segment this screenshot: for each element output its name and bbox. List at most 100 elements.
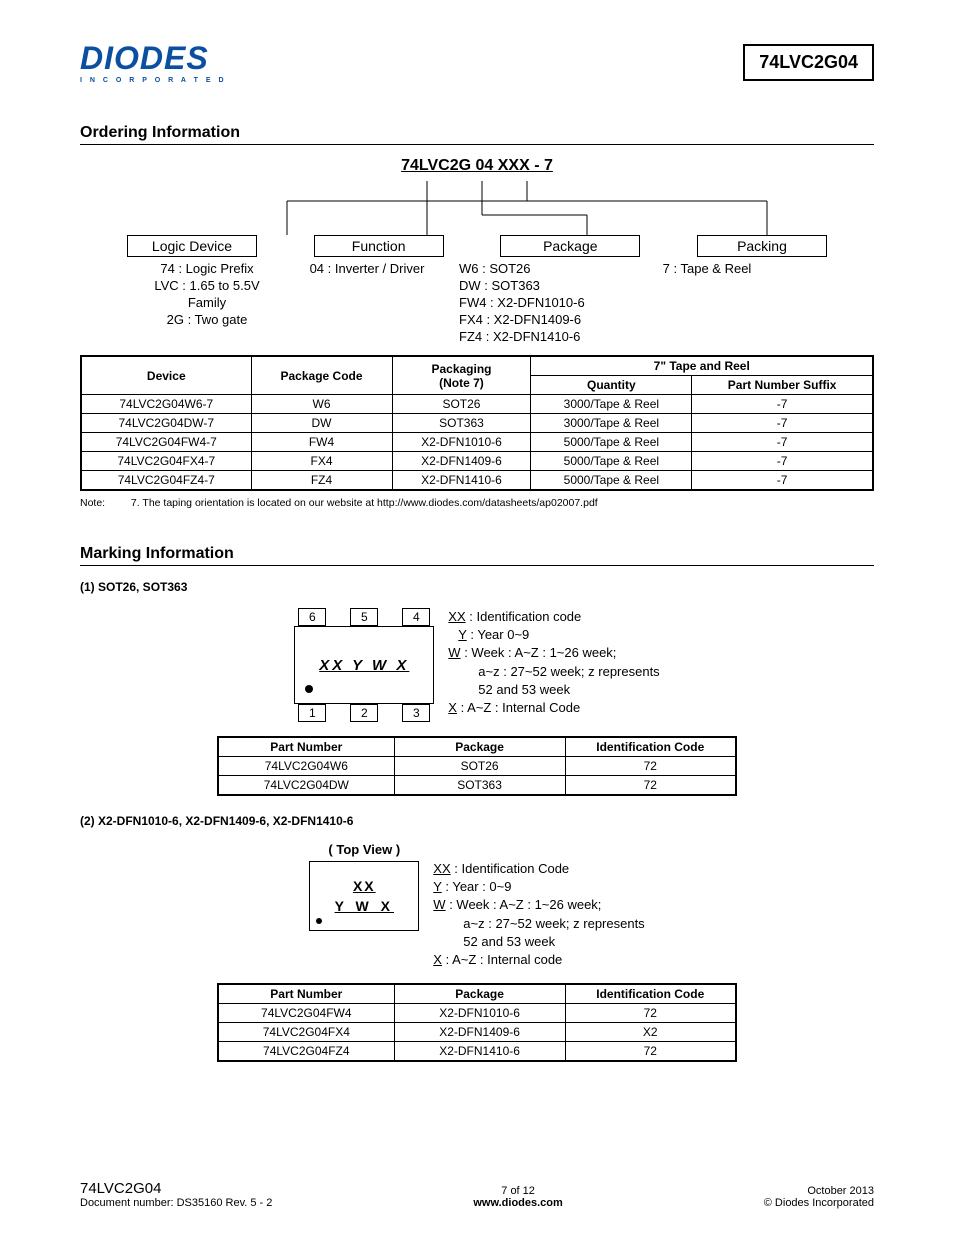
package-desc: W6 : SOT26 DW : SOT363 FW4 : X2-DFN1010-… xyxy=(447,261,627,345)
table-cell: 5000/Tape & Reel xyxy=(531,471,692,491)
box-function: Function xyxy=(314,235,444,257)
table-cell: X2-DFN1010-6 xyxy=(392,433,531,452)
chip-mark-text: XX Y W X xyxy=(319,657,409,674)
box-package: Package xyxy=(500,235,640,257)
ordering-title: Ordering Information xyxy=(80,124,874,145)
table-cell: 74LVC2G04FZ4 xyxy=(218,1042,394,1062)
legend-y: Y : Year 0~9 xyxy=(448,626,659,644)
pin-label: 4 xyxy=(402,608,430,626)
table-cell: 3000/Tape & Reel xyxy=(531,414,692,433)
page-header: DIODES I N C O R P O R A T E D 74LVC2G04 xyxy=(80,40,874,84)
marking-sub2: (2) X2-DFN1010-6, X2-DFN1409-6, X2-DFN14… xyxy=(80,814,874,828)
table-cell: -7 xyxy=(692,395,873,414)
chip2-wrap: ( Top View ) XX Y W X xyxy=(309,842,419,931)
legend2-y: Y : Year : 0~9 xyxy=(433,878,644,896)
th-id: Identification Code xyxy=(565,984,736,1004)
table-cell: SOT363 xyxy=(394,776,565,796)
table-cell: SOT26 xyxy=(394,757,565,776)
logo-subtext: I N C O R P O R A T E D xyxy=(80,77,227,84)
chip-body: XX Y W X xyxy=(294,626,434,704)
th-device: Device xyxy=(81,356,251,395)
footer-mid: 7 of 12 www.diodes.com xyxy=(473,1185,562,1209)
page-footer: 74LVC2G04 Document number: DS35160 Rev. … xyxy=(80,1180,874,1209)
table-cell: -7 xyxy=(692,414,873,433)
table-cell: FX4 xyxy=(251,452,392,471)
pin1-dot-icon xyxy=(316,918,322,924)
pin1-dot-icon xyxy=(305,685,313,693)
th-pkg: Package xyxy=(394,984,565,1004)
table-cell: 74LVC2G04FW4 xyxy=(218,1004,394,1023)
table-cell: X2-DFN1010-6 xyxy=(394,1004,565,1023)
table-cell: FW4 xyxy=(251,433,392,452)
footer-url: www.diodes.com xyxy=(473,1197,562,1209)
packing-desc: 7 : Tape & Reel xyxy=(627,261,787,345)
diagram-texts: 74 : Logic Prefix LVC : 1.65 to 5.5V Fam… xyxy=(127,261,827,345)
marking-table-2: Part Number Package Identification Code … xyxy=(217,983,737,1062)
logo: DIODES I N C O R P O R A T E D xyxy=(80,40,227,84)
marking-table-1: Part Number Package Identification Code … xyxy=(217,736,737,796)
legend2-w3: 52 and 53 week xyxy=(433,933,644,951)
th-id: Identification Code xyxy=(565,737,736,757)
note-label: Note: xyxy=(80,497,128,509)
marking-legend-2: XX : Identification Code Y : Year : 0~9 … xyxy=(433,842,644,969)
table-cell: DW xyxy=(251,414,392,433)
marking-diagram-2: ( Top View ) XX Y W X XX : Identificatio… xyxy=(80,842,874,969)
th-suffix: Part Number Suffix xyxy=(692,376,873,395)
table-cell: -7 xyxy=(692,471,873,491)
table-cell: 72 xyxy=(565,776,736,796)
table-cell: 72 xyxy=(565,757,736,776)
box-logic: Logic Device xyxy=(127,235,257,257)
table-cell: 74LVC2G04W6 xyxy=(218,757,394,776)
box-packing: Packing xyxy=(697,235,827,257)
legend2-xx: XX : Identification Code xyxy=(433,860,644,878)
table-cell: -7 xyxy=(692,433,873,452)
table-cell: 74LVC2G04DW xyxy=(218,776,394,796)
table-cell: 74LVC2G04W6-7 xyxy=(81,395,251,414)
table-cell: 74LVC2G04FX4-7 xyxy=(81,452,251,471)
ordering-note: Note: 7. The taping orientation is locat… xyxy=(80,497,874,509)
table-cell: W6 xyxy=(251,395,392,414)
marking-legend-1: XX : Identification code Y : Year 0~9 W … xyxy=(448,608,659,717)
pin-label: 1 xyxy=(298,704,326,722)
table-cell: FZ4 xyxy=(251,471,392,491)
table-cell: 74LVC2G04FW4-7 xyxy=(81,433,251,452)
footer-part: 74LVC2G04 xyxy=(80,1180,272,1197)
table-cell: 74LVC2G04FX4 xyxy=(218,1023,394,1042)
legend2-x: X : A~Z : Internal code xyxy=(433,951,644,969)
ordering-table: Device Package Code Packaging (Note 7) 7… xyxy=(80,355,874,491)
th-pn: Part Number xyxy=(218,984,394,1004)
legend-w: W : Week : A~Z : 1~26 week; xyxy=(448,644,659,662)
footer-page: 7 of 12 xyxy=(473,1185,562,1197)
footer-left: 74LVC2G04 Document number: DS35160 Rev. … xyxy=(80,1180,272,1209)
chip2-line2: Y W X xyxy=(335,898,394,914)
tree-lines-svg xyxy=(127,181,827,241)
logo-text: DIODES xyxy=(80,40,209,76)
function-desc: 04 : Inverter / Driver xyxy=(287,261,447,345)
footer-copyright: © Diodes Incorporated xyxy=(764,1197,874,1209)
table-cell: X2-DFN1410-6 xyxy=(392,471,531,491)
th-packaging: Packaging (Note 7) xyxy=(392,356,531,395)
pin-label: 6 xyxy=(298,608,326,626)
legend-xx: XX : Identification code xyxy=(448,608,659,626)
table-cell: -7 xyxy=(692,452,873,471)
pins-bottom: 123 xyxy=(294,704,434,722)
table-cell: 74LVC2G04FZ4-7 xyxy=(81,471,251,491)
legend-w2: a~z : 27~52 week; z represents xyxy=(448,663,659,681)
table-cell: 5000/Tape & Reel xyxy=(531,452,692,471)
footer-date: October 2013 xyxy=(764,1185,874,1197)
ordering-diagram: Logic Device Function Package Packing 74… xyxy=(127,181,827,341)
marking-title: Marking Information xyxy=(80,545,874,566)
th-pkgcode: Package Code xyxy=(251,356,392,395)
table-cell: X2-DFN1409-6 xyxy=(394,1023,565,1042)
pin-label: 5 xyxy=(350,608,378,626)
pins-top: 6 5 4 xyxy=(294,608,434,626)
table-cell: SOT26 xyxy=(392,395,531,414)
chip-dfn: XX Y W X xyxy=(309,861,419,931)
footer-right: October 2013 © Diodes Incorporated xyxy=(764,1185,874,1209)
pn-breakdown: 74LVC2G 04 XXX - 7 xyxy=(80,157,874,175)
th-pkg: Package xyxy=(394,737,565,757)
pin-label: 2 xyxy=(350,704,378,722)
legend-x: X : A~Z : Internal Code xyxy=(448,699,659,717)
table-cell: 3000/Tape & Reel xyxy=(531,395,692,414)
marking-diagram-1: 654 XX Y W X 123 XX : Identification cod… xyxy=(80,608,874,722)
